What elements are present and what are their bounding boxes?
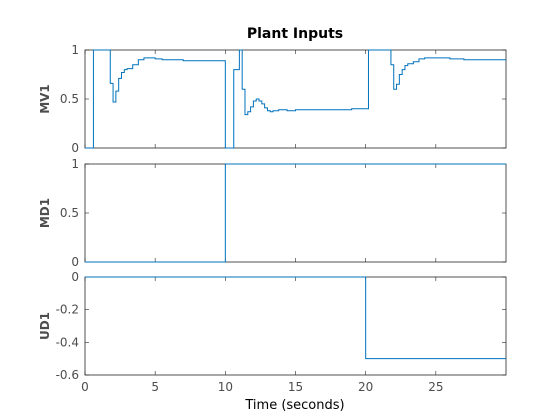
axes-box-mv1 — [84, 49, 507, 149]
subplot-md1: 0 0.5 1 MD1 — [38, 157, 507, 269]
y-axis-label-md1: MD1 — [38, 198, 52, 228]
y-tick-label-md1: 1 — [71, 157, 79, 171]
x-axis-label: Time (seconds) — [244, 398, 344, 413]
y-tick-label-ud1: -0.4 — [56, 335, 79, 349]
y-tick-label-ud1: 0 — [71, 270, 79, 284]
y-tick-label-md1: 0 — [71, 255, 79, 269]
series-line-ud1 — [85, 276, 506, 360]
y-axis-label-mv1: MV1 — [38, 84, 52, 114]
chart-title: Plant Inputs — [247, 26, 343, 42]
y-tick-label-md1: 0.5 — [60, 206, 79, 220]
y-tick-label-mv1: 0.5 — [60, 92, 79, 106]
x-tick-label: 5 — [151, 380, 159, 394]
y-tick-label-ud1: -0.6 — [56, 368, 79, 382]
y-tick-label-ud1: -0.2 — [56, 303, 79, 317]
x-tick-label: 0 — [81, 380, 89, 394]
y-axis-label-ud1: UD1 — [38, 312, 52, 340]
x-tick-label: 25 — [428, 380, 443, 394]
x-tick-label: 20 — [358, 380, 373, 394]
y-tick-label-mv1: 1 — [71, 43, 79, 57]
y-tick-label-mv1: 0 — [71, 141, 79, 155]
x-tick-label: 10 — [218, 380, 233, 394]
subplot-mv1: 0 0.5 1 MV1 — [38, 43, 507, 155]
series-line-md1 — [85, 163, 506, 263]
axes-box-md1 — [84, 163, 507, 263]
series-line-mv1 — [85, 49, 506, 149]
x-tick-label: 15 — [288, 380, 303, 394]
axes-box-ud1 — [84, 276, 507, 376]
